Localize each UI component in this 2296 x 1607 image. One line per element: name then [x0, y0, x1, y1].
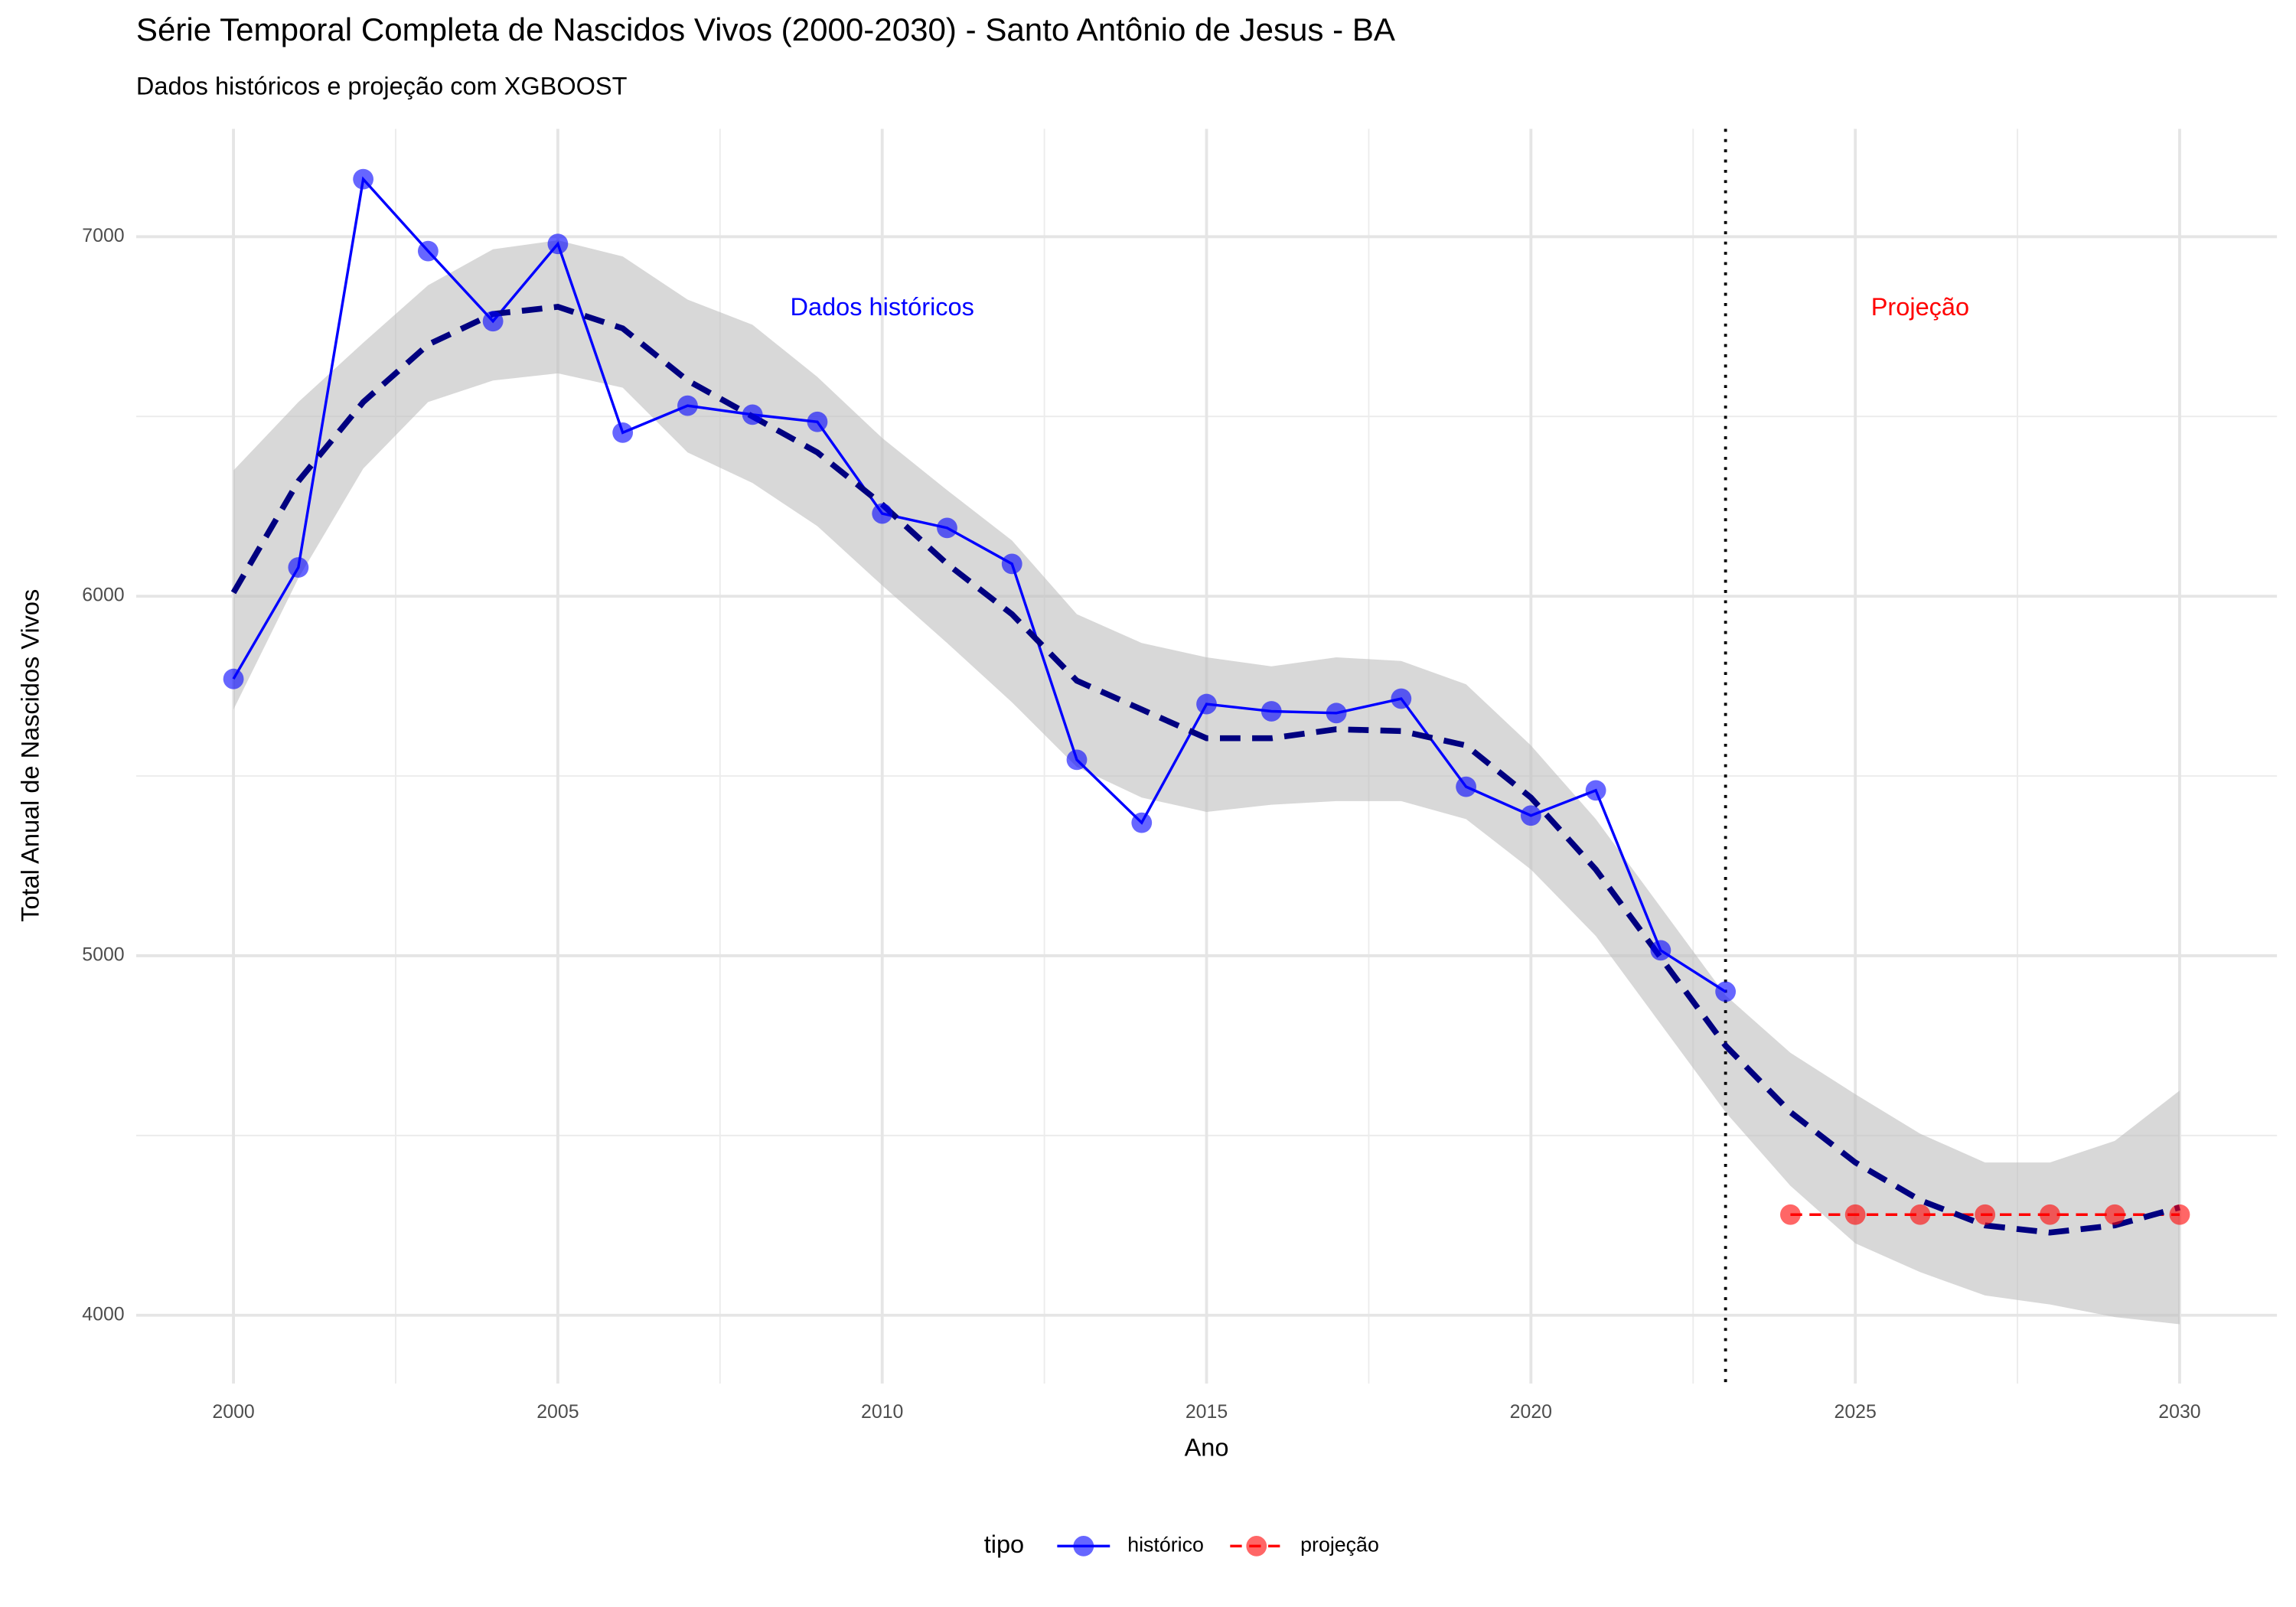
y-tick-label: 7000	[82, 225, 124, 246]
data-point	[1326, 702, 1347, 724]
legend-marker	[1073, 1536, 1094, 1556]
legend-title: tipo	[984, 1530, 1024, 1558]
data-point	[742, 404, 763, 425]
legend-label: projeção	[1300, 1533, 1379, 1556]
confidence-ribbon	[233, 240, 2180, 1325]
x-tick-label: 2010	[861, 1401, 903, 1423]
y-axis-title: Total Anual de Nascidos Vivos	[17, 589, 44, 922]
data-point	[2040, 1204, 2060, 1225]
annotation: Projeção	[1871, 293, 1969, 321]
data-point	[1131, 812, 1153, 833]
x-tick-label: 2030	[2158, 1401, 2200, 1423]
series-line	[232, 176, 1727, 993]
data-point	[937, 517, 957, 539]
data-point	[417, 240, 439, 262]
data-point	[1975, 1204, 1996, 1225]
legend-label: histórico	[1127, 1533, 1204, 1556]
data-point	[677, 395, 698, 416]
y-tick-label: 5000	[82, 944, 124, 966]
x-axis-title: Ano	[1185, 1434, 1229, 1462]
data-point	[1391, 688, 1412, 709]
chart-subtitle: Dados históricos e projeção com XGBOOST	[136, 72, 628, 99]
data-point	[1780, 1204, 1801, 1225]
data-point	[353, 168, 373, 190]
data-point	[2104, 1204, 2125, 1225]
data-point	[1456, 776, 1476, 797]
chart-title: Série Temporal Completa de Nascidos Vivo…	[136, 11, 1395, 47]
data-point	[1196, 693, 1217, 715]
x-tick-label: 2025	[1835, 1401, 1877, 1423]
smooth-line	[230, 304, 2181, 1236]
data-point	[223, 668, 244, 689]
data-point	[2169, 1204, 2190, 1225]
data-point	[1520, 805, 1541, 826]
data-point	[1844, 1204, 1866, 1225]
x-tick-label: 2005	[536, 1401, 579, 1423]
data-point	[1910, 1204, 1931, 1225]
data-point	[612, 422, 634, 443]
data-point	[482, 311, 504, 332]
data-point	[872, 503, 893, 524]
data-point	[1585, 780, 1606, 801]
annotation: Dados históricos	[791, 293, 974, 321]
data-point	[547, 233, 569, 255]
data-point	[1261, 701, 1282, 722]
y-tick-label: 4000	[82, 1303, 124, 1325]
legend-marker	[1246, 1536, 1267, 1556]
data-point	[1715, 981, 1737, 1002]
x-tick-label: 2015	[1186, 1401, 1228, 1423]
x-tick-label: 2020	[1510, 1401, 1552, 1423]
y-tick-label: 6000	[82, 585, 124, 606]
data-point	[288, 557, 309, 578]
x-tick-label: 2000	[212, 1401, 254, 1423]
data-point	[1001, 553, 1022, 575]
data-point	[1650, 940, 1671, 961]
data-point	[1066, 749, 1088, 771]
data-point	[807, 411, 828, 432]
